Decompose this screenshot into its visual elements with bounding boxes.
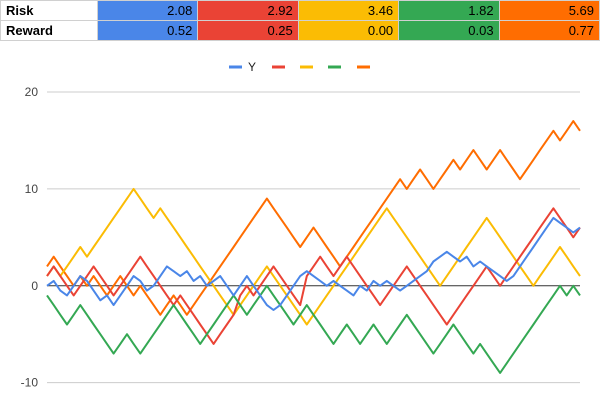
stats-cell: 2.92	[197, 0, 299, 21]
row-label: Risk	[0, 0, 98, 21]
stats-cell: 0.03	[398, 20, 500, 41]
stats-cell: 0.00	[297, 20, 400, 41]
grid-lines	[47, 91, 580, 384]
stats-cell: 0.25	[197, 20, 299, 41]
stats-cell: 5.69	[498, 0, 600, 21]
stats-cell: 1.82	[398, 0, 500, 21]
stats-table: Risk 2.08 2.92 3.46 1.82 5.69 Reward 0.52 0.25 0.…	[0, 0, 600, 41]
y-tick-label: 10	[25, 182, 39, 196]
series-line-4	[46, 284, 581, 374]
y-tick-label: 0	[31, 279, 38, 293]
series-group	[46, 120, 581, 374]
stats-cell: 0.77	[498, 20, 600, 41]
series-line-2	[46, 207, 581, 345]
stats-row-risk: Risk 2.08 2.92 3.46 1.82 5.69	[0, 0, 600, 21]
y-axis-labels: -10 0 10 20	[21, 85, 39, 390]
line-chart: -10 0 10 20 Y	[21, 60, 581, 390]
legend-label: Y	[248, 60, 256, 74]
stats-cell: 0.52	[96, 20, 199, 41]
series-line-3	[46, 187, 581, 326]
y-tick-label: 20	[25, 85, 39, 99]
row-label: Reward	[0, 20, 98, 41]
stats-cell: 2.08	[96, 0, 199, 21]
stats-cell: 3.46	[297, 0, 400, 21]
series-line-1	[46, 216, 581, 311]
legend: Y	[229, 60, 370, 74]
series-line-5	[46, 120, 581, 316]
stats-row-reward: Reward 0.52 0.25 0.00 0.03 0.77	[0, 20, 600, 41]
y-tick-label: -10	[21, 376, 39, 390]
